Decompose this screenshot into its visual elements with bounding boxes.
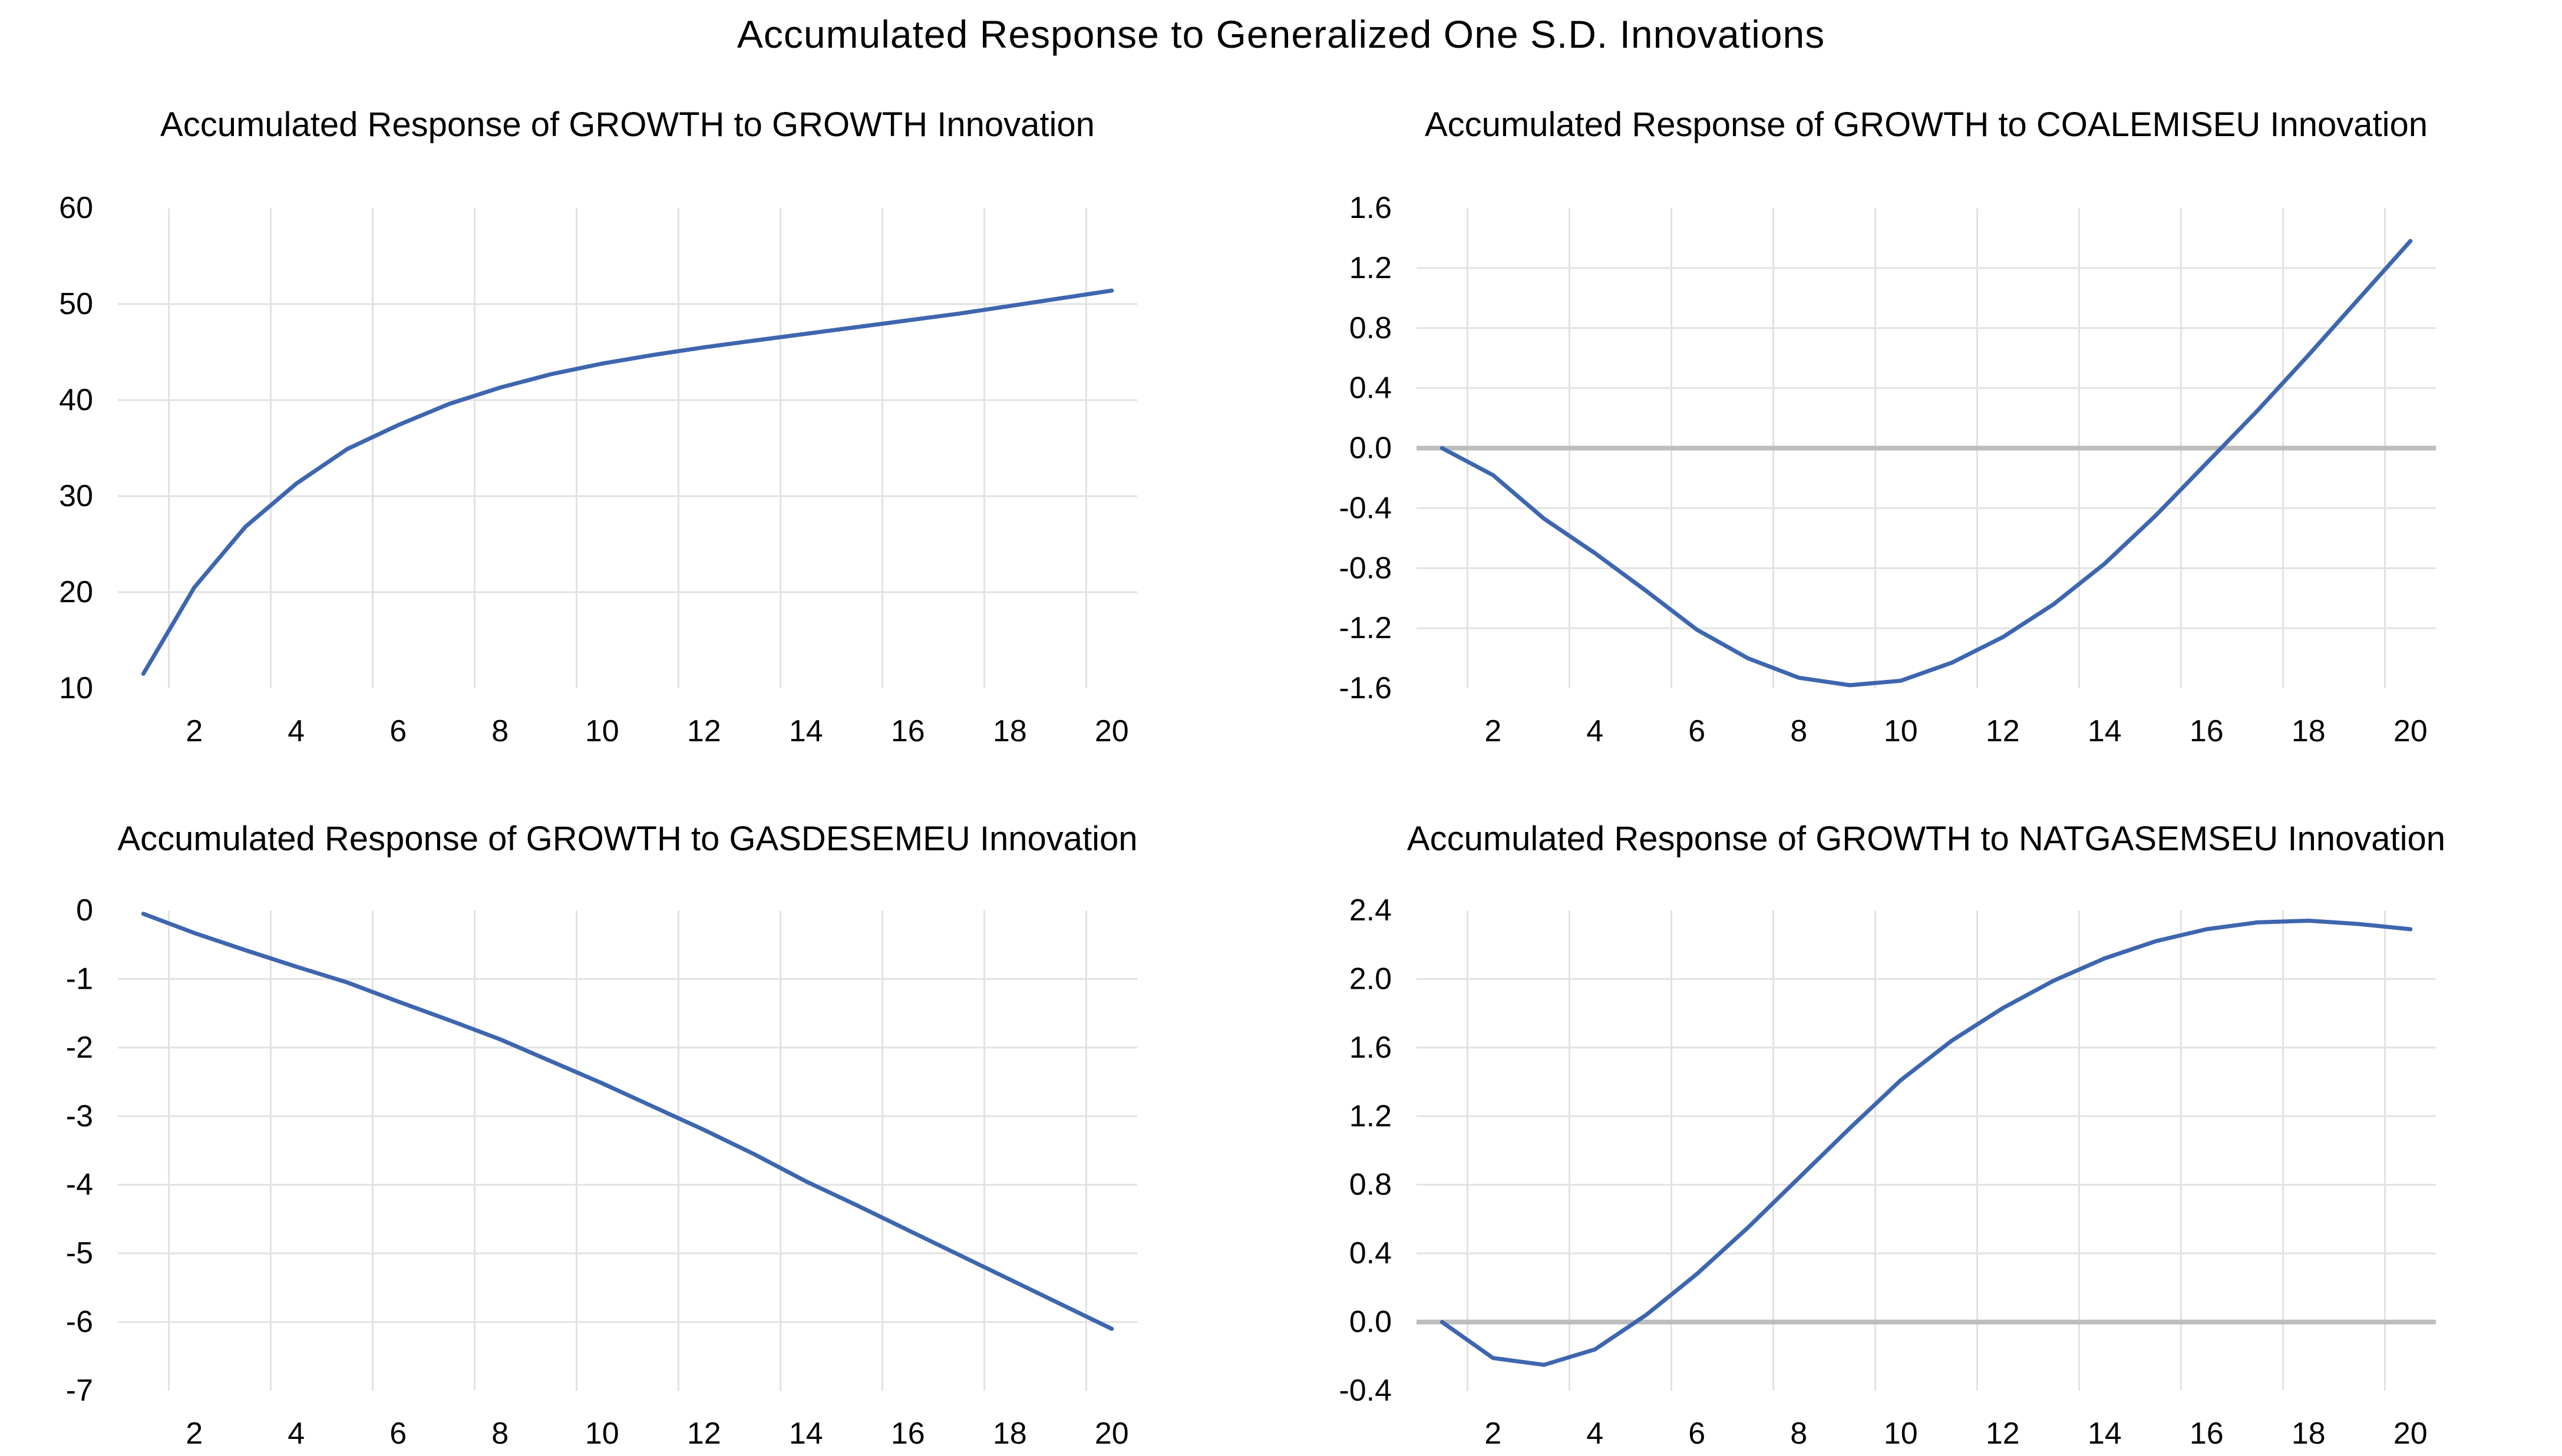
y-tick-label: -1: [66, 962, 93, 996]
x-tick-label: 16: [891, 1417, 925, 1451]
x-tick-label: 8: [491, 1417, 509, 1451]
y-tick-label: 2.0: [1349, 962, 1392, 996]
y-tick-label: -2: [66, 1031, 93, 1065]
y-tick-label: 10: [59, 671, 93, 705]
y-tick-label: 0: [76, 893, 93, 927]
y-tick-label: 20: [59, 575, 93, 609]
y-tick-label: -4: [66, 1168, 93, 1202]
y-tick-label: -0.8: [1339, 551, 1392, 585]
response-line: [141, 288, 1114, 676]
y-tick-label: -0.4: [1339, 1374, 1392, 1408]
y-tick-label: -6: [66, 1305, 93, 1339]
y-tick-label: -1.6: [1339, 671, 1392, 705]
y-tick-label: 50: [59, 287, 93, 321]
x-tick-label: 6: [1688, 714, 1705, 748]
y-tick-label: -5: [66, 1236, 93, 1270]
x-tick-label: 4: [1586, 714, 1603, 748]
figure-title: Accumulated Response to Generalized One …: [737, 12, 1825, 56]
y-tick-label: -3: [66, 1099, 93, 1133]
y-tick-label: 2.4: [1349, 893, 1392, 927]
x-tick-label: 20: [2393, 1417, 2428, 1451]
panel-title-growth-to-gasdesemeu: Accumulated Response of GROWTH to GASDES…: [117, 820, 1138, 858]
x-tick-label: 12: [687, 1417, 721, 1451]
irf-panel-1: 1.6 1.2 0.8 0.4 0.0 -0.4 -0.8 -1.2 -1.6 2 4 6 8 10 12 1…: [1339, 191, 2436, 748]
y-tick-label: 0.4: [1349, 371, 1392, 405]
y-tick-label: 30: [59, 479, 93, 513]
x-tick-label: 10: [585, 1417, 619, 1451]
response-line: [141, 912, 1114, 1331]
x-tick-label: 16: [891, 714, 925, 748]
panel-title-growth-to-growth: Accumulated Response of GROWTH to GROWTH…: [160, 105, 1095, 144]
x-tick-label: 16: [2190, 714, 2224, 748]
x-tick-label: 16: [2190, 1417, 2224, 1451]
x-tick-label: 12: [1986, 714, 2020, 748]
y-tick-label: 0.0: [1349, 1305, 1392, 1339]
x-tick-label: 8: [1790, 714, 1807, 748]
y-tick-label: 0.8: [1349, 311, 1392, 345]
x-tick-label: 14: [2088, 714, 2122, 748]
x-tick-label: 10: [1884, 714, 1918, 748]
x-tick-label: 4: [288, 1417, 305, 1451]
response-line: [1440, 239, 2413, 688]
panel-title-growth-to-coalemiseu: Accumulated Response of GROWTH to COALEM…: [1424, 105, 2428, 144]
x-tick-label: 6: [389, 1417, 407, 1451]
x-tick-label: 8: [491, 714, 509, 748]
x-tick-label: 10: [1884, 1417, 1918, 1451]
x-tick-label: 10: [585, 714, 619, 748]
x-tick-label: 12: [1986, 1417, 2020, 1451]
y-tick-label: 0.4: [1349, 1236, 1392, 1270]
y-tick-label: 60: [59, 191, 93, 225]
x-tick-label: 18: [993, 714, 1027, 748]
y-tick-label: 1.6: [1349, 191, 1392, 225]
y-tick-label: -0.4: [1339, 491, 1392, 525]
y-tick-label: 0.8: [1349, 1168, 1392, 1202]
response-line: [1440, 919, 2413, 1367]
x-tick-label: 14: [789, 714, 823, 748]
y-tick-label: -1.2: [1339, 611, 1392, 645]
x-tick-label: 20: [1095, 1417, 1129, 1451]
x-tick-label: 14: [2088, 1417, 2122, 1451]
x-tick-label: 14: [789, 1417, 823, 1451]
panel-title-growth-to-natgasemseu: Accumulated Response of GROWTH to NATGAS…: [1407, 820, 2446, 858]
x-tick-label: 2: [1484, 1417, 1501, 1451]
x-tick-label: 2: [186, 1417, 203, 1451]
x-tick-label: 8: [1790, 1417, 1807, 1451]
irf-panel-2: 0 -1 -2 -3 -4 -5 -6 -7 2 4 6 8 10 12 14 16 18 20: [66, 893, 1137, 1451]
y-tick-label: 40: [59, 383, 93, 417]
x-tick-label: 6: [1688, 1417, 1705, 1451]
x-tick-label: 20: [1095, 714, 1129, 748]
x-tick-label: 12: [687, 714, 721, 748]
y-tick-label: 1.6: [1349, 1031, 1392, 1065]
x-tick-label: 2: [186, 714, 203, 748]
irf-panel-3: 2.4 2.0 1.6 1.2 0.8 0.4 0.0 -0.4 2 4 6 8 10 12 14 16 18 2…: [1339, 893, 2436, 1451]
y-tick-label: 1.2: [1349, 251, 1392, 285]
x-tick-label: 4: [1586, 1417, 1603, 1451]
x-tick-label: 18: [2292, 714, 2326, 748]
x-tick-label: 4: [288, 714, 305, 748]
irf-panel-0: 60 50 40 30 20 10 2 4 6 8 10 12 14 16 18 20: [59, 191, 1137, 748]
x-tick-label: 6: [389, 714, 407, 748]
y-tick-label: 1.2: [1349, 1099, 1392, 1133]
y-tick-label: -7: [66, 1374, 93, 1408]
x-tick-label: 20: [2393, 714, 2428, 748]
x-tick-label: 18: [2292, 1417, 2326, 1451]
x-tick-label: 18: [993, 1417, 1027, 1451]
x-tick-label: 2: [1484, 714, 1501, 748]
y-tick-label: 0.0: [1349, 431, 1392, 465]
